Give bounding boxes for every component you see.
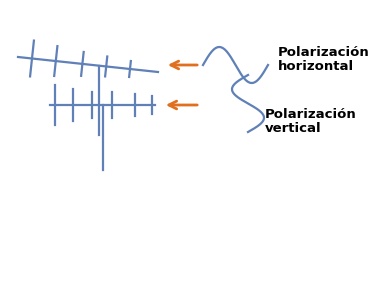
- Text: Polarización: Polarización: [278, 46, 370, 59]
- Text: vertical: vertical: [265, 122, 321, 135]
- Text: Polarización: Polarización: [265, 108, 357, 122]
- Text: horizontal: horizontal: [278, 59, 354, 72]
